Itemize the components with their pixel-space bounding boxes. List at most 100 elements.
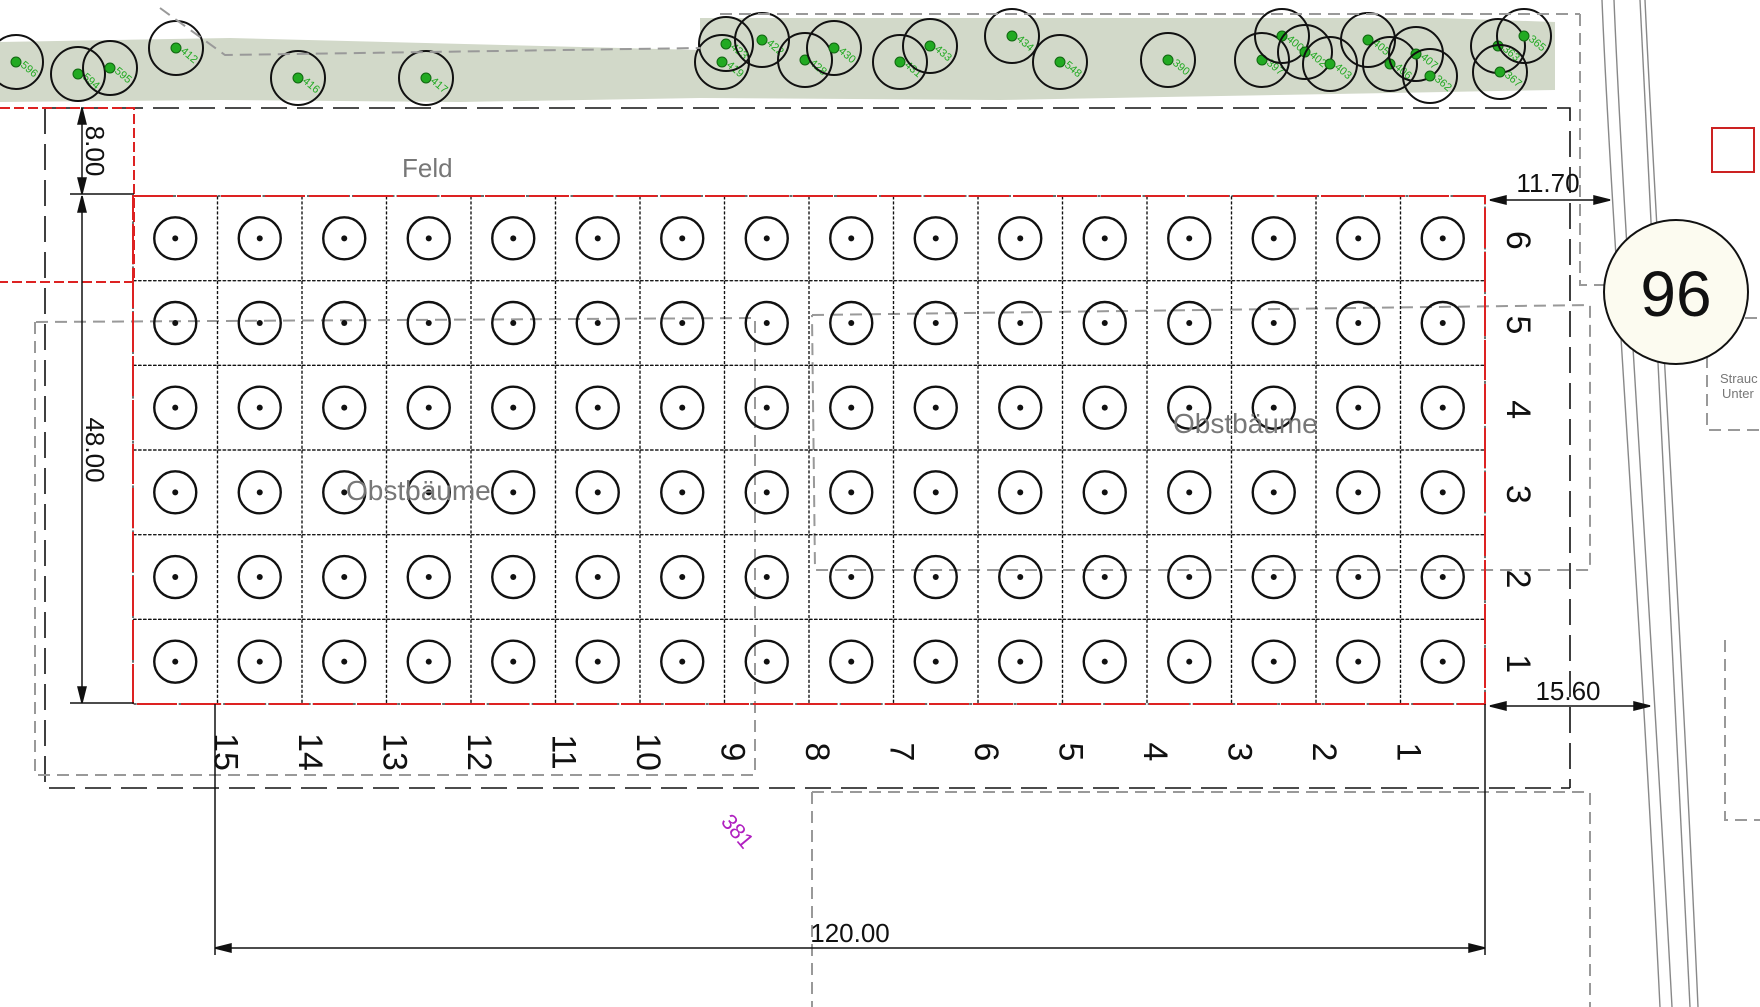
tree-cell <box>977 618 1064 705</box>
tree-icon <box>1251 470 1296 515</box>
tree-cell <box>1146 618 1233 705</box>
tree-icon <box>829 385 874 430</box>
tree-cell <box>977 449 1064 536</box>
parcel-number: 381 <box>716 809 759 853</box>
tree-cell <box>808 195 895 282</box>
tree-icon <box>1336 639 1381 684</box>
tree-icon <box>744 300 789 346</box>
tree-icon <box>829 470 874 515</box>
tree-icon <box>406 385 451 430</box>
tree-cell <box>639 618 726 705</box>
tree-cell <box>301 280 388 366</box>
tree-icon <box>1082 554 1127 600</box>
tree-icon <box>491 470 536 515</box>
dim-right-bottom: 15.60 <box>1535 676 1600 706</box>
tree-cell <box>1399 534 1486 620</box>
tree-cell <box>977 534 1064 620</box>
tree-icon <box>322 300 367 346</box>
tree-icon <box>1167 639 1212 684</box>
tree-cell <box>385 364 472 451</box>
column-label: 5 <box>1052 743 1090 762</box>
tree-icon <box>660 385 705 430</box>
tree-icon <box>660 300 705 346</box>
tree-icon <box>237 470 282 515</box>
tree-icon <box>744 216 789 261</box>
tree-cell <box>639 280 726 366</box>
tree-icon <box>406 300 451 346</box>
tree-cell <box>385 618 472 705</box>
dimension-lines <box>70 107 1651 955</box>
tree-cell <box>1399 618 1486 705</box>
tree-cell <box>470 534 557 620</box>
tree-icon <box>1336 470 1381 515</box>
orchard-label-left: Obstbäume <box>346 475 491 506</box>
tree-cell <box>216 364 303 451</box>
tree-cell <box>385 280 472 366</box>
column-label: 14 <box>291 733 329 771</box>
house-number-circle <box>1603 219 1749 365</box>
tree-icon <box>237 216 282 261</box>
tree-icon <box>1251 554 1296 600</box>
tree-cell <box>1230 449 1317 536</box>
tree-cell <box>892 280 979 366</box>
tree-cell <box>385 195 472 282</box>
tree-icon <box>829 554 874 600</box>
orchard-label-right: Obstbäume <box>1173 408 1318 439</box>
tree-icon <box>913 300 958 346</box>
tree-cell <box>554 195 641 282</box>
tree-cell <box>892 195 979 282</box>
tree-icon <box>913 470 958 515</box>
row-label: 5 <box>1499 316 1537 335</box>
tree-icon <box>322 470 367 515</box>
tree-cell <box>1315 534 1402 620</box>
tree-cell <box>723 195 810 282</box>
side-note-line2: Unter <box>1722 386 1754 401</box>
tree-cell <box>554 449 641 536</box>
tree-icon <box>1167 216 1212 261</box>
tree-cell <box>216 280 303 366</box>
tree-icon <box>660 216 705 261</box>
tree-cell <box>554 618 641 705</box>
tree-icon <box>1167 470 1212 515</box>
tree-cell <box>301 618 388 705</box>
tree-icon <box>322 639 367 684</box>
tree-cell <box>1315 449 1402 536</box>
house-number: 96 <box>1640 258 1711 330</box>
tree-icon <box>1082 300 1127 346</box>
tree-cell <box>1061 449 1148 536</box>
row-label: 3 <box>1499 485 1537 504</box>
orchard-grid <box>132 195 1486 705</box>
tree-cell <box>808 364 895 451</box>
tree-icon <box>575 216 620 261</box>
tree-cell <box>639 364 726 451</box>
tree-icon <box>153 385 198 430</box>
road-lines <box>1601 0 1699 1007</box>
tree-icon <box>1251 385 1296 430</box>
tree-icon <box>998 554 1043 600</box>
tree-icon <box>913 216 958 261</box>
tree-icon <box>1420 216 1465 261</box>
tree-cell <box>132 364 219 451</box>
column-label: 8 <box>798 743 836 762</box>
tree-cell <box>216 195 303 282</box>
side-note-line1: Strauc <box>1720 371 1758 386</box>
column-label: 3 <box>1221 743 1259 762</box>
tree-cell <box>892 534 979 620</box>
tree-icon <box>998 300 1043 346</box>
tree-cell <box>301 195 388 282</box>
tree-cell <box>385 534 472 620</box>
tree-cell <box>977 280 1064 366</box>
tree-cell <box>1399 364 1486 451</box>
field-boundary <box>0 107 135 283</box>
tree-cell <box>554 280 641 366</box>
tree-icon <box>913 385 958 430</box>
tree-cell <box>639 449 726 536</box>
tree-icon <box>575 385 620 430</box>
tree-icon <box>1336 554 1381 600</box>
tree-cell <box>216 449 303 536</box>
column-label: 15 <box>207 733 245 771</box>
row-label: 1 <box>1499 654 1537 673</box>
field-label: Feld <box>402 153 453 183</box>
tree-icon <box>1167 554 1212 600</box>
